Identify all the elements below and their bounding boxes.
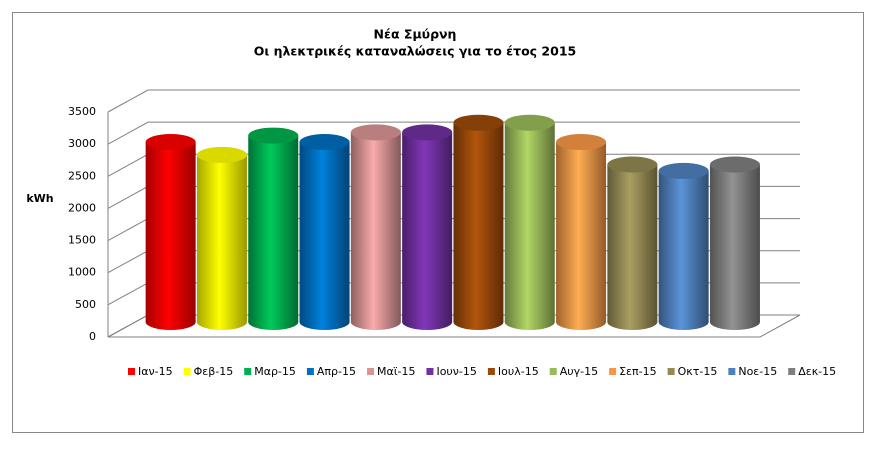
bar-top — [607, 156, 658, 173]
bar-top — [350, 124, 401, 141]
bar-top — [709, 156, 760, 173]
bar — [196, 154, 247, 322]
y-tick-label: 500 — [75, 298, 96, 311]
legend-label: Ιαν-15 — [138, 365, 173, 378]
legend-label: Δεκ-15 — [798, 365, 836, 378]
bar-top — [402, 124, 453, 141]
legend-swatch — [183, 368, 191, 375]
legend-swatch — [426, 368, 434, 375]
bar-top — [556, 134, 607, 150]
bar-top — [299, 134, 350, 150]
y-tick-label: 1500 — [68, 234, 96, 247]
bar-top — [658, 162, 709, 179]
legend-swatch — [788, 368, 796, 375]
y-axis-label: kWh — [26, 192, 53, 205]
bar — [453, 122, 504, 322]
legend-swatch — [367, 368, 375, 375]
grid-line — [107, 121, 800, 145]
grid-line — [107, 89, 800, 113]
legend-swatch — [609, 368, 617, 375]
legend-swatch — [667, 368, 675, 375]
legend-label: Σεπ-15 — [619, 365, 657, 378]
legend-label: Αυγ-15 — [560, 365, 598, 378]
chart-title: Νέα Σμύρνη — [374, 27, 457, 42]
bar-top — [145, 134, 196, 150]
bar — [607, 164, 658, 322]
y-tick-label: 3000 — [68, 137, 96, 150]
bar — [248, 135, 299, 322]
bar — [350, 132, 401, 322]
legend-label: Ιουλ-15 — [498, 365, 539, 378]
bar — [658, 170, 709, 322]
legend-label: Φεβ-15 — [194, 365, 234, 378]
legend-swatch — [244, 368, 252, 375]
legend-label: Μαρ-15 — [254, 365, 296, 378]
legend-swatch — [549, 368, 557, 375]
y-tick-label: 0 — [89, 330, 96, 343]
legend-swatch — [487, 368, 495, 375]
y-tick-label: 1000 — [68, 266, 96, 279]
y-tick-label: 3500 — [68, 105, 96, 118]
legend-label: Ιουν-15 — [436, 365, 476, 378]
bar — [556, 142, 607, 322]
bar-top — [504, 114, 555, 131]
chart-subtitle: Οι ηλεκτρικές καταναλώσεις για το έτος 2… — [254, 44, 576, 59]
legend-swatch — [128, 368, 135, 375]
legend-swatch — [306, 368, 314, 375]
legend-label: Απρ-15 — [317, 365, 356, 378]
bar — [299, 142, 350, 322]
bar — [145, 142, 196, 322]
bar-top — [453, 114, 504, 131]
y-tick-label: 2000 — [68, 201, 96, 214]
legend-label: Οκτ-15 — [678, 365, 718, 378]
bar-top — [196, 146, 247, 163]
bar — [709, 164, 760, 322]
bar — [504, 122, 555, 322]
bar — [402, 132, 453, 322]
y-tick-label: 2500 — [68, 169, 96, 182]
legend-swatch — [728, 368, 736, 375]
bar-top — [248, 127, 299, 144]
legend-label: Νοε-15 — [738, 365, 777, 378]
legend-label: Μαϊ-15 — [377, 365, 415, 378]
